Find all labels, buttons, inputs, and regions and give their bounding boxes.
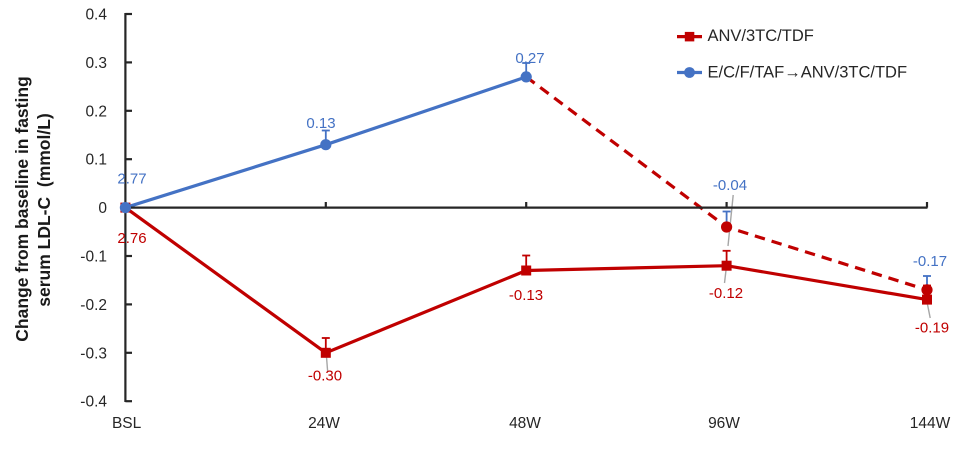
- svg-text:-0.1: -0.1: [80, 249, 107, 266]
- svg-text:2.77: 2.77: [117, 171, 146, 188]
- svg-text:48W: 48W: [509, 415, 541, 432]
- svg-text:BSL: BSL: [112, 415, 142, 432]
- svg-text:24W: 24W: [308, 415, 340, 432]
- svg-text:E/C/F/TAF→ANV/3TC/TDF: E/C/F/TAF→ANV/3TC/TDF: [708, 64, 908, 82]
- svg-text:0.3: 0.3: [85, 55, 107, 72]
- svg-text:0: 0: [98, 200, 107, 217]
- svg-text:ANV/3TC/TDF: ANV/3TC/TDF: [708, 27, 814, 45]
- svg-text:-0.17: -0.17: [913, 253, 947, 270]
- svg-text:Change from baseline in fastin: Change from baseline in fasting: [12, 76, 32, 341]
- svg-text:2.76: 2.76: [117, 230, 146, 247]
- svg-text:-0.19: -0.19: [915, 320, 949, 337]
- svg-text:-0.4: -0.4: [80, 394, 107, 411]
- svg-text:-0.04: -0.04: [713, 177, 747, 194]
- svg-text:-0.13: -0.13: [509, 287, 543, 304]
- svg-text:0.1: 0.1: [85, 152, 107, 169]
- svg-text:0.4: 0.4: [85, 7, 107, 24]
- svg-text:0.2: 0.2: [85, 103, 107, 120]
- svg-text:-0.12: -0.12: [709, 285, 743, 302]
- svg-text:-0.2: -0.2: [80, 297, 107, 314]
- svg-text:serum LDL-C (mmol/L): serum LDL-C (mmol/L): [34, 113, 54, 306]
- svg-text:-0.30: -0.30: [308, 368, 342, 385]
- svg-text:96W: 96W: [708, 415, 740, 432]
- svg-text:144W: 144W: [910, 415, 951, 432]
- svg-text:-0.3: -0.3: [80, 345, 107, 362]
- svg-text:0.27: 0.27: [515, 50, 544, 67]
- svg-text:0.13: 0.13: [306, 115, 335, 132]
